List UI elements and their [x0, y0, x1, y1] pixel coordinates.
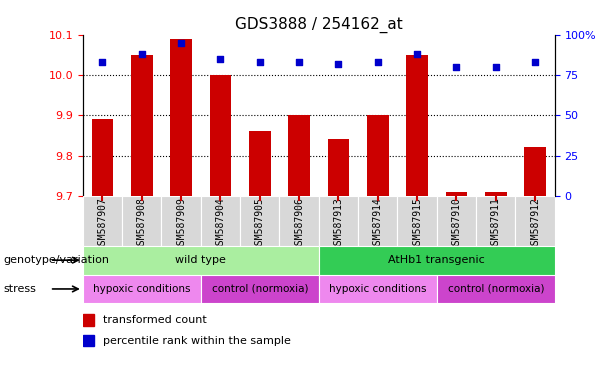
Text: percentile rank within the sample: percentile rank within the sample	[102, 336, 291, 346]
Bar	[485, 192, 506, 196]
Text: control (normoxia): control (normoxia)	[211, 284, 308, 294]
Bar	[288, 115, 310, 196]
Bar	[83, 335, 94, 346]
Text: wild type: wild type	[175, 255, 226, 265]
Point	[452, 64, 462, 70]
Bar	[446, 192, 467, 196]
Text: GSM587911: GSM587911	[491, 197, 501, 250]
Bar	[516, 196, 555, 246]
Point	[255, 59, 265, 65]
Text: GSM587912: GSM587912	[530, 197, 540, 250]
Text: GSM587908: GSM587908	[137, 197, 147, 250]
Point	[412, 51, 422, 57]
Bar	[436, 196, 476, 246]
Bar	[397, 196, 436, 246]
Text: GSM587913: GSM587913	[333, 197, 343, 250]
Text: GSM587910: GSM587910	[451, 197, 462, 250]
Point	[97, 59, 107, 65]
Text: GSM587915: GSM587915	[412, 197, 422, 250]
Bar	[249, 131, 270, 196]
Bar	[524, 147, 546, 196]
Bar	[161, 196, 201, 246]
Point	[373, 59, 383, 65]
Bar	[240, 196, 280, 246]
Text: stress: stress	[3, 284, 36, 294]
Bar	[327, 139, 349, 196]
Point	[491, 64, 501, 70]
Point	[216, 56, 226, 62]
Bar	[319, 246, 555, 275]
Bar	[83, 314, 94, 326]
Bar	[436, 275, 555, 303]
Bar	[210, 75, 231, 196]
Text: hypoxic conditions: hypoxic conditions	[93, 284, 191, 294]
Text: control (normoxia): control (normoxia)	[447, 284, 544, 294]
Text: GSM587914: GSM587914	[373, 197, 383, 250]
Text: hypoxic conditions: hypoxic conditions	[329, 284, 427, 294]
Text: GSM587904: GSM587904	[215, 197, 226, 250]
Bar	[131, 55, 153, 196]
Point	[333, 61, 343, 67]
Bar	[170, 39, 192, 196]
Bar	[319, 275, 436, 303]
Bar	[319, 196, 358, 246]
Text: AtHb1 transgenic: AtHb1 transgenic	[389, 255, 485, 265]
Bar	[406, 55, 428, 196]
Text: transformed count: transformed count	[102, 315, 207, 325]
Text: GSM587906: GSM587906	[294, 197, 304, 250]
Bar	[83, 275, 201, 303]
Text: GSM587907: GSM587907	[97, 197, 107, 250]
Point	[176, 40, 186, 46]
Bar	[91, 119, 113, 196]
Point	[530, 59, 540, 65]
Point	[137, 51, 147, 57]
Title: GDS3888 / 254162_at: GDS3888 / 254162_at	[235, 17, 403, 33]
Text: GSM587905: GSM587905	[255, 197, 265, 250]
Bar	[367, 115, 389, 196]
Text: GSM587909: GSM587909	[176, 197, 186, 250]
Bar	[476, 196, 516, 246]
Bar	[280, 196, 319, 246]
Bar	[83, 246, 319, 275]
Bar	[358, 196, 397, 246]
Bar	[122, 196, 161, 246]
Bar	[83, 196, 122, 246]
Bar	[201, 196, 240, 246]
Text: genotype/variation: genotype/variation	[3, 255, 109, 265]
Bar	[201, 275, 319, 303]
Point	[294, 59, 304, 65]
